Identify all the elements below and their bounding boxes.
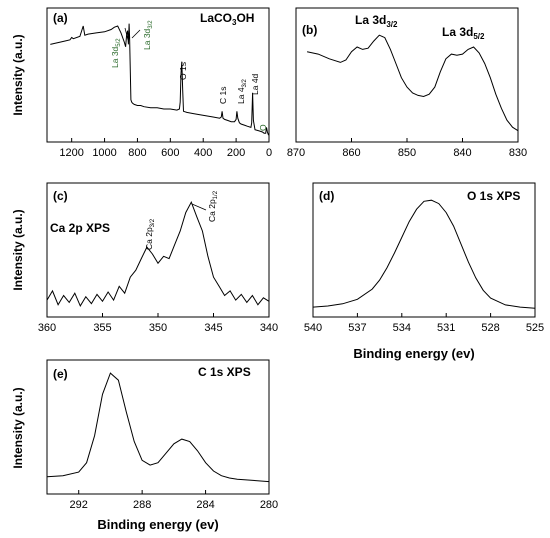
x-axis-title-e: Binding energy (ev) <box>97 517 218 532</box>
panel-label-a: (a) <box>53 11 68 25</box>
panel-a: (a) LaCO3OH 1200 1000 800 600 400 200 0 La 3d5… <box>46 7 272 159</box>
y-axis-title-a: Intensity (a.u.) <box>11 34 25 115</box>
x-tick-label-a: 1200 <box>59 147 83 159</box>
series-line-c <box>46 200 270 307</box>
annotation-ca2p32: Ca 2p3/2 <box>144 218 156 250</box>
x-tick-label-e: 292 <box>70 499 88 511</box>
annotation-b-la3d52: La 3d5/2 <box>442 25 485 41</box>
x-tick-label-e: 288 <box>133 499 151 511</box>
plot-frame-b <box>295 7 519 143</box>
panel-label-e: (e) <box>53 367 68 381</box>
x-tick-label-b: 830 <box>509 147 527 159</box>
panel-title-d: O 1s XPS <box>467 189 520 203</box>
plot-frame-a <box>46 7 270 143</box>
x-tick-label-b: 860 <box>342 147 360 159</box>
panel-label-c: (c) <box>53 189 68 203</box>
panel-b: (b) La 3d3/2 La 3d5/2 870 860 850 840 830 <box>287 7 527 159</box>
x-tick-label-c: 360 <box>38 322 56 334</box>
series-line-b <box>306 34 519 132</box>
series-line-e <box>46 372 270 483</box>
x-axis-title-d: Binding energy (ev) <box>353 346 474 361</box>
panel-title-a: LaCO3OH <box>200 11 254 27</box>
x-tick-label-d: 528 <box>481 322 499 334</box>
plot-frame-c <box>46 182 270 318</box>
x-tick-label-a: 1000 <box>92 147 116 159</box>
x-tick-label-d: 534 <box>393 322 411 334</box>
x-tick-label-c: 340 <box>260 322 278 334</box>
panel-e: (e) C 1s XPS 292 288 284 280 Binding energy… <box>46 359 278 532</box>
annotation-la4d: La 4d <box>250 73 260 95</box>
annotation-la4-32: La 43/2 <box>236 78 248 104</box>
x-tick-label-b: 870 <box>287 147 305 159</box>
panel-title-c: Ca 2p XPS <box>50 221 110 235</box>
annotation-la3d52: La 3d5/2 <box>110 38 122 68</box>
annotation-o: O <box>258 124 268 131</box>
x-tick-label-a: 200 <box>227 147 245 159</box>
series-line-d <box>312 199 536 309</box>
annotation-la3d32: La 3d3/2 <box>142 20 154 50</box>
x-tick-label-d: 531 <box>437 322 455 334</box>
y-axis-title-c: Intensity (a.u.) <box>11 209 25 290</box>
x-tick-label-b: 850 <box>398 147 416 159</box>
x-tick-label-b: 840 <box>453 147 471 159</box>
annotation-c1s: C 1s <box>218 87 228 104</box>
x-tick-label-e: 280 <box>260 499 278 511</box>
panel-label-b: (b) <box>302 23 317 37</box>
x-tick-label-c: 355 <box>93 322 111 334</box>
x-tick-label-c: 350 <box>149 322 167 334</box>
panel-title-e: C 1s XPS <box>198 365 251 379</box>
plot-frame-e <box>46 359 270 495</box>
x-tick-label-a: 400 <box>194 147 212 159</box>
plot-frame-d <box>312 182 536 318</box>
annotation-pointer-a2 <box>131 29 141 39</box>
x-tick-label-c: 345 <box>204 322 222 334</box>
x-tick-label-a: 600 <box>161 147 179 159</box>
series-line-a <box>50 23 270 136</box>
annotation-o1s: O 1s <box>178 62 188 80</box>
x-tick-label-a: 800 <box>128 147 146 159</box>
x-tick-label-d: 540 <box>304 322 322 334</box>
annotation-pointer-a1 <box>124 27 129 41</box>
x-tick-label-d: 537 <box>348 322 366 334</box>
x-tick-label-d: 525 <box>526 322 544 334</box>
y-axis-title-e: Intensity (a.u.) <box>11 387 25 468</box>
annotation-ca2p12: Ca 2p1/2 <box>207 190 219 222</box>
panel-d: (d) O 1s XPS 540 537 534 531 528 525 Binding … <box>304 182 544 361</box>
panel-label-d: (d) <box>319 189 334 203</box>
panel-c: (c) Ca 2p XPS Ca 2p3/2 Ca 2p1/2 360 355 35… <box>38 182 278 334</box>
annotation-b-la3d32: La 3d3/2 <box>355 13 398 29</box>
annotation-pointer-c <box>191 203 207 211</box>
x-tick-label-e: 284 <box>196 499 214 511</box>
x-tick-label-a: 0 <box>266 147 272 159</box>
